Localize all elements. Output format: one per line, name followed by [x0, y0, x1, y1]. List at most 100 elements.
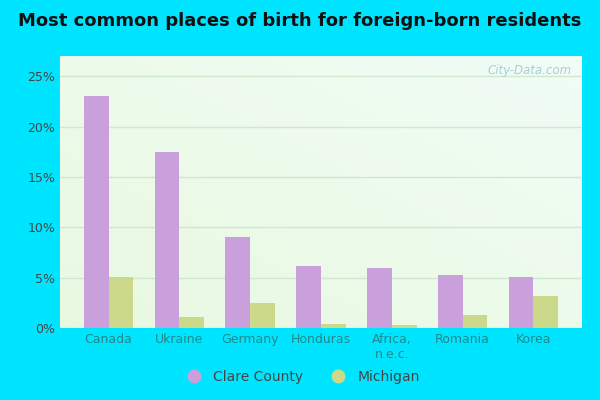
Bar [171, 97, 178, 100]
Bar [171, 138, 178, 141]
Bar [145, 233, 151, 236]
Bar [125, 63, 132, 66]
Bar [550, 63, 556, 66]
Bar [380, 277, 386, 280]
Bar [445, 263, 452, 267]
Bar [510, 219, 517, 222]
Bar [158, 308, 164, 311]
Bar [145, 263, 151, 267]
Bar [334, 216, 341, 219]
Bar [112, 277, 119, 280]
Bar [556, 243, 562, 246]
Bar [321, 298, 328, 301]
Bar [242, 172, 249, 175]
Bar [367, 304, 373, 308]
Bar [510, 260, 517, 263]
Bar [484, 287, 491, 290]
Bar [575, 161, 582, 165]
Bar [373, 90, 380, 93]
Bar [282, 56, 289, 59]
Bar [295, 134, 301, 138]
Bar [458, 185, 464, 189]
Bar [543, 267, 550, 270]
Bar [439, 270, 445, 274]
Bar [236, 229, 243, 233]
Bar [145, 206, 151, 209]
Bar [458, 141, 464, 144]
Bar [569, 120, 575, 124]
Bar [445, 120, 452, 124]
Bar [314, 151, 321, 154]
Bar [249, 314, 256, 318]
Bar [439, 124, 445, 127]
Bar [112, 206, 119, 209]
Bar [158, 124, 164, 127]
Bar [112, 257, 119, 260]
Bar [236, 172, 243, 175]
Bar [386, 301, 393, 304]
Bar [439, 93, 445, 97]
Bar [556, 284, 562, 287]
Bar [92, 138, 99, 141]
Bar [491, 97, 497, 100]
Bar [262, 267, 269, 270]
Bar [99, 93, 106, 97]
Bar [334, 165, 341, 168]
Bar [464, 104, 471, 107]
Bar [530, 246, 536, 250]
Bar [164, 287, 171, 290]
Bar [504, 246, 510, 250]
Bar [99, 246, 106, 250]
Bar [223, 192, 230, 195]
Bar [536, 294, 543, 298]
Bar [119, 277, 125, 280]
Bar [543, 178, 550, 182]
Bar [217, 73, 223, 76]
Bar [471, 226, 478, 229]
Bar [191, 250, 197, 253]
Bar [321, 324, 346, 328]
Bar [347, 308, 353, 311]
Bar [478, 165, 484, 168]
Bar [569, 117, 575, 120]
Bar [210, 240, 217, 243]
Bar [184, 229, 191, 233]
Bar [178, 104, 184, 107]
Bar [321, 100, 328, 104]
Bar [523, 165, 530, 168]
Bar [484, 270, 491, 274]
Bar [86, 63, 92, 66]
Bar [452, 110, 458, 114]
Bar [367, 236, 373, 240]
Bar [523, 209, 530, 212]
Bar [106, 226, 112, 229]
Bar [471, 161, 478, 165]
Bar [425, 243, 432, 246]
Bar [158, 66, 164, 70]
Bar [256, 284, 262, 287]
Bar [191, 226, 197, 229]
Bar [432, 56, 439, 59]
Bar [380, 107, 386, 110]
Bar [178, 175, 184, 178]
Bar [275, 321, 282, 325]
Bar [400, 270, 406, 274]
Bar [373, 246, 380, 250]
Bar [60, 236, 67, 240]
Bar [145, 138, 151, 141]
Bar [262, 290, 269, 294]
Bar [86, 263, 92, 267]
Bar [471, 56, 478, 59]
Bar [432, 243, 439, 246]
Bar [67, 233, 73, 236]
Bar [151, 236, 158, 240]
Bar [275, 104, 282, 107]
Bar [393, 267, 400, 270]
Bar [400, 127, 406, 131]
Bar [484, 76, 491, 80]
Bar [562, 321, 569, 325]
Bar [60, 154, 67, 158]
Bar [341, 226, 347, 229]
Bar [432, 267, 439, 270]
Bar [393, 290, 400, 294]
